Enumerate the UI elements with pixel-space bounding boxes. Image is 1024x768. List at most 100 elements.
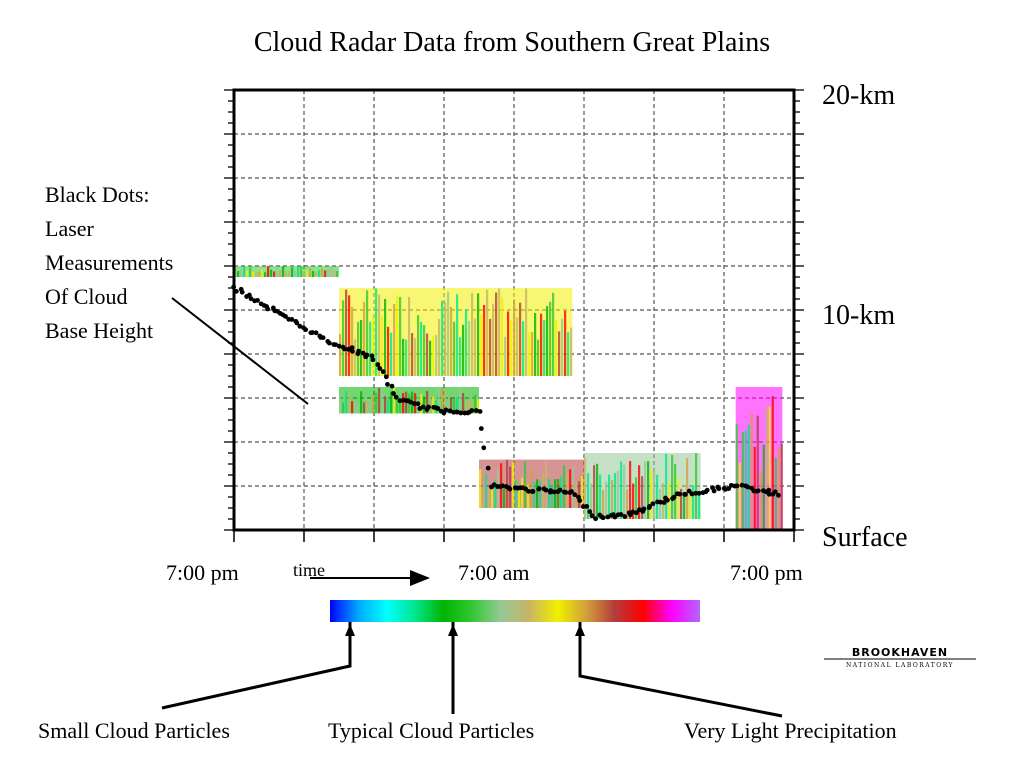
echo-streak: [477, 399, 480, 414]
laser-dot: [248, 296, 254, 302]
echo-streak: [381, 387, 384, 414]
echo-streak: [543, 320, 546, 376]
echo-streak: [429, 340, 432, 376]
echo-streak: [486, 289, 489, 376]
laser-dot: [356, 348, 362, 354]
laser-dot: [391, 391, 396, 396]
echo-streak: [771, 396, 774, 530]
echo-streak: [611, 479, 614, 519]
echo-streak: [255, 271, 258, 277]
echo-streak: [564, 310, 567, 376]
laser-dot: [458, 410, 464, 416]
echo-streak: [354, 399, 357, 414]
echo-streak: [426, 333, 429, 376]
laser-dot: [630, 509, 636, 515]
echo-streak: [237, 270, 240, 277]
echo-streak: [540, 313, 543, 376]
echo-streak: [426, 391, 429, 414]
echo-streak: [756, 415, 759, 530]
laser-dot: [772, 489, 778, 495]
echo-streak: [393, 303, 396, 376]
laser-dot: [551, 489, 557, 495]
chart-title: Cloud Radar Data from Southern Great Pla…: [253, 27, 771, 58]
echo-streak: [465, 309, 468, 376]
colorbar: [330, 600, 700, 622]
echo-streak: [695, 453, 698, 519]
laser-dot: [647, 503, 653, 509]
echo-streak: [420, 393, 423, 414]
echo-streak: [438, 388, 441, 414]
colorbar-arrowhead-typical: [448, 624, 458, 636]
echo-streak: [596, 463, 599, 519]
laser-dot: [569, 489, 574, 494]
echo-streak: [569, 469, 572, 508]
echo-streak: [545, 461, 548, 508]
laser-dot: [734, 483, 740, 489]
laser-dot: [297, 323, 303, 329]
echo-streak: [686, 458, 689, 519]
echo-streak: [567, 332, 570, 376]
laser-dot: [383, 374, 389, 380]
axis-ticks: [224, 89, 804, 542]
echo-streak: [692, 485, 695, 519]
echo-streak: [441, 388, 444, 414]
echo-streak: [303, 271, 306, 277]
laser-dot: [485, 465, 491, 471]
laser-dot: [530, 489, 536, 494]
echo-streak: [345, 289, 348, 376]
echo-streak: [629, 460, 632, 519]
laser-dot: [658, 499, 663, 505]
laser-dot: [326, 340, 332, 346]
echo-streak: [572, 467, 575, 508]
echo-streak: [534, 312, 537, 376]
echo-streak: [348, 394, 351, 414]
echo-streak: [420, 322, 423, 376]
laser-dot: [310, 330, 315, 335]
echo-streak: [456, 294, 459, 376]
echo-streak: [489, 318, 492, 376]
echo-streak: [626, 489, 629, 519]
echo-streak: [399, 296, 402, 376]
echo-streak: [506, 459, 509, 508]
echo-streak: [735, 424, 738, 530]
laser-dots: [231, 284, 781, 522]
echo-streak: [674, 463, 677, 519]
laser-dot: [593, 516, 599, 522]
echo-streak: [563, 464, 566, 508]
echo-streak: [378, 294, 381, 376]
echo-streak: [330, 267, 333, 277]
colorbar-arrowhead-precip: [575, 624, 585, 636]
echo-streak: [294, 270, 297, 277]
echo-streak: [366, 398, 369, 414]
echo-streak: [578, 481, 581, 508]
echo-streak: [531, 331, 534, 376]
echo-streak: [399, 400, 402, 414]
echo-streak: [453, 321, 456, 376]
echo-streak: [479, 469, 482, 508]
echo-streak: [536, 479, 539, 508]
colorbar-label-small: Small Cloud Particles: [38, 718, 230, 743]
echo-streak: [375, 288, 378, 376]
echo-streak: [524, 461, 527, 508]
echo-streak: [512, 462, 515, 508]
echo-streak: [698, 491, 701, 519]
laser-dot: [303, 327, 309, 333]
echo-streak: [378, 387, 381, 414]
echo-streak: [336, 271, 339, 277]
laser-dot: [375, 362, 381, 367]
echo-streak: [647, 461, 650, 519]
echo-streak: [584, 458, 587, 519]
echo-streak: [485, 474, 488, 508]
echo-streak: [429, 394, 432, 414]
echo-streak: [768, 406, 771, 530]
echo-streak: [243, 266, 246, 277]
echo-streak: [528, 332, 531, 376]
colorbar-arrowhead-small: [345, 624, 355, 636]
echo-streak: [327, 269, 330, 277]
echo-streak: [525, 288, 528, 376]
echo-streak: [318, 269, 321, 277]
laser-dot: [683, 492, 688, 497]
echo-streak: [267, 266, 270, 277]
laser-dot: [755, 488, 761, 494]
laser-dot: [704, 487, 710, 493]
